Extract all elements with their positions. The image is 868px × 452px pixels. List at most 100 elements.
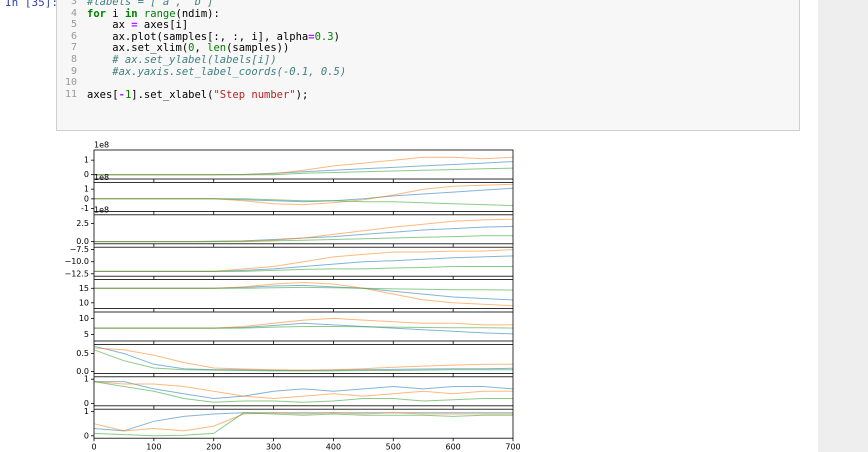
x-tick-label: 700: [505, 443, 520, 452]
code-token: -: [118, 88, 125, 101]
trace: [94, 187, 514, 203]
trace: [94, 225, 514, 243]
y-tick-label: −10.0: [64, 257, 89, 266]
x-tick-label: 500: [386, 443, 401, 452]
trace: [94, 381, 514, 400]
code-token: ,: [194, 42, 208, 55]
offset-label: 1e8: [94, 173, 109, 182]
y-tick-label: 10: [79, 298, 89, 307]
axes-frame: [93, 149, 514, 180]
y-tick-label: 1: [84, 185, 89, 194]
trace: [94, 167, 514, 176]
trace: [94, 281, 514, 307]
line-number: 3: [70, 0, 77, 7]
code-line: for i in range(ndim):: [87, 8, 220, 20]
code-token: ax.plot(samples[:, :, i], alpha: [87, 30, 309, 43]
y-tick-label: 0: [84, 194, 89, 203]
y-tick-label: 0.0: [76, 367, 89, 376]
line-number: 6: [70, 30, 77, 42]
trace: [94, 266, 513, 272]
y-tick-label: −12.5: [64, 269, 89, 278]
code-line: axes[-1].set_xlabel("Step number");: [87, 89, 308, 101]
code-token: ax: [87, 19, 132, 32]
y-tick-label: 0.0: [76, 237, 89, 246]
code-token: (samples)): [226, 42, 290, 55]
code-line: ax.plot(samples[:, :, i], alpha=0.3): [87, 31, 340, 43]
axes-frame: [93, 279, 514, 310]
code-line: #labels = ["a", "b"]: [87, 0, 213, 8]
y-tick-label: 5: [84, 330, 89, 339]
y-tick-label: 0: [84, 170, 89, 179]
code-token: (ndim):: [175, 7, 220, 20]
y-tick-label: 0.5: [76, 349, 89, 358]
line-number: 5: [70, 19, 77, 31]
trace: [94, 249, 514, 272]
code-line: # ax.set_ylabel(labels[i]): [87, 54, 277, 66]
line-number: 7: [70, 42, 77, 54]
y-tick-label: 1: [84, 407, 89, 416]
axes-frame: [93, 376, 514, 407]
x-tick-label: 300: [266, 443, 281, 452]
trace: [93, 347, 513, 371]
code-token: =: [131, 19, 138, 32]
y-tick-label: 15: [79, 284, 89, 293]
code-token: #ax.yaxis.set_label_coords(-0.1, 0.5): [87, 65, 347, 78]
trace: [93, 412, 513, 432]
code-token: ax.set_xlim(: [87, 42, 189, 55]
code-token: in: [124, 7, 138, 20]
trace: [93, 381, 513, 400]
y-tick-label: 0: [84, 431, 89, 440]
axes-frame: [93, 214, 514, 245]
code-token: 0: [188, 42, 195, 55]
trace: [93, 412, 513, 437]
trace: [93, 412, 513, 432]
y-tick-label: 1: [84, 375, 89, 384]
scrollbar[interactable]: [818, 0, 868, 452]
code-line: ax.set_xlim(0, len(samples)): [87, 42, 289, 54]
input-prompt: In [35]:: [5, 0, 58, 9]
trace: [93, 349, 513, 372]
code-token: =: [308, 30, 315, 43]
code-token: 1: [124, 88, 132, 101]
code-token: axes[: [87, 88, 119, 101]
y-tick-label: 10: [79, 314, 89, 323]
code-token: );: [295, 88, 309, 101]
code-cell[interactable]: 3 #labels = ["a", "b"] 4 for i in range(ndi…: [56, 0, 800, 131]
axes-frame: [93, 343, 514, 374]
trace: [94, 326, 514, 329]
axes-frame: [93, 181, 514, 212]
x-tick-label: 400: [326, 443, 341, 452]
code-token: len: [207, 42, 227, 55]
trace: [94, 286, 514, 291]
x-tick-label: 600: [446, 443, 461, 452]
code-token: 0.3: [314, 30, 334, 43]
line-number: 4: [70, 7, 77, 19]
code-token: i: [105, 7, 125, 20]
offset-label: 1e8: [94, 141, 109, 150]
code-token: for: [87, 7, 106, 20]
code-token: "Step number": [213, 88, 296, 101]
y-tick-label: −7.5: [70, 245, 89, 254]
line-number: 11: [64, 88, 77, 100]
x-tick-label: 200: [206, 443, 221, 452]
code-line: #ax.yaxis.set_label_coords(-0.1, 0.5): [87, 66, 346, 78]
y-tick-label: 1: [84, 156, 89, 165]
trace: [93, 381, 513, 403]
x-tick-label: 0: [91, 443, 96, 452]
code-token: range: [143, 7, 176, 20]
trace: [94, 198, 514, 207]
y-tick-label: 0: [84, 399, 89, 408]
code-token: ): [333, 30, 340, 43]
figure: 011e8-1011e80.02.51e8−12.5−10.0−7.510155…: [64, 141, 520, 452]
code-token: #labels = ["a", "b"]: [87, 0, 214, 8]
line-number: 9: [70, 65, 77, 77]
line-number: 10: [64, 77, 77, 89]
trace: [94, 218, 514, 243]
code-token: axes[i]: [137, 19, 189, 32]
code-token: # ax.set_ylabel(labels[i]): [87, 54, 277, 66]
x-tick-label: 100: [146, 443, 161, 452]
trace: [94, 235, 513, 243]
axes-frame: [93, 408, 514, 439]
trace: [93, 345, 514, 371]
